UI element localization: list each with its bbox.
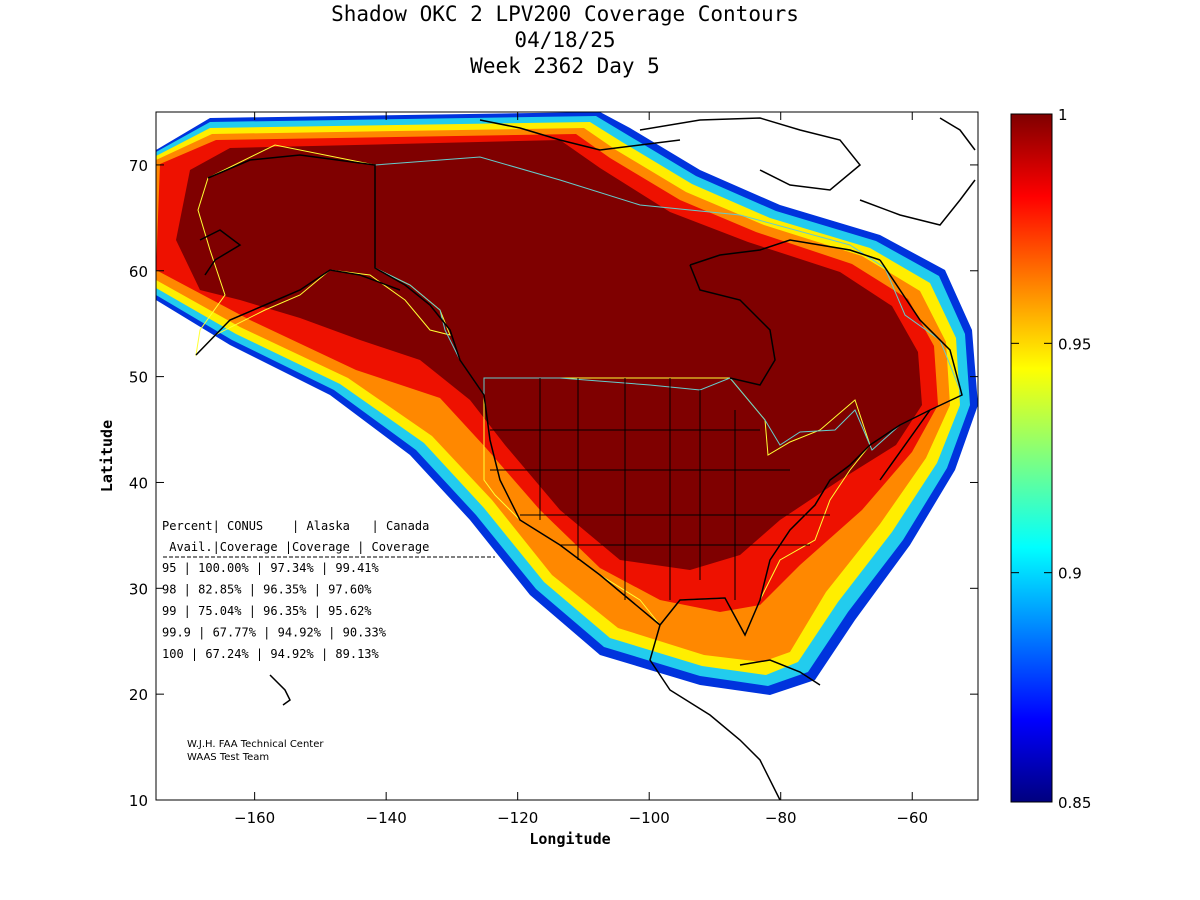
colorbar-tick-label: 0.9 [1058,565,1082,583]
x-tick-label: −160 [234,809,275,827]
table-header-row1: Percent| CONUS | Alaska | Canada [162,519,429,533]
x-tick-label: −120 [497,809,538,827]
y-axis-label: Latitude [98,420,116,492]
table-row: 98 | 82.85% | 96.35% | 97.60% [162,583,372,597]
table-row: 99.9 | 67.77% | 94.92% | 90.33% [162,626,387,640]
colorbar-tick-label: 0.85 [1058,794,1091,812]
y-tick-label: 60 [129,263,148,281]
y-tick-label: 40 [129,474,148,492]
colorbar-ticks: 1 0.95 0.9 0.85 [1011,106,1091,812]
x-axis-ticks: −160 −140 −120 −100 −80 −60 [234,112,928,827]
map-plot [156,112,978,800]
colorbar-tick-label: 1 [1058,106,1068,124]
x-tick-label: −100 [629,809,670,827]
x-axis-label: Longitude [529,830,610,848]
chart-title: Shadow OKC 2 LPV200 Coverage Contours [331,2,799,26]
y-tick-label: 30 [129,580,148,598]
coastlines [195,117,976,800]
table-row: 95 | 100.00% | 97.34% | 99.41% [162,561,380,575]
table-row: 99 | 75.04% | 96.35% | 95.62% [162,604,372,618]
chart-date: 04/18/25 [514,28,615,52]
plot-frame [155,111,979,801]
colorbar [1010,113,1053,803]
canada-boundary [374,156,963,451]
credit-line-1: W.J.H. FAA Technical Center [187,739,324,750]
coverage-table: Percent| CONUS | Alaska | Canada Avail.|… [162,519,495,661]
x-tick-label: −60 [896,809,928,827]
x-tick-label: −80 [765,809,797,827]
y-tick-label: 70 [129,157,148,175]
table-header-row2: Avail.|Coverage |Coverage | Coverage [162,540,429,554]
credit-line-2: WAAS Test Team [187,752,269,763]
state-lines [490,378,830,600]
y-tick-label: 50 [129,369,148,387]
y-axis-ticks: 10 20 30 40 50 60 70 [129,157,978,810]
colorbar-tick-label: 0.95 [1058,335,1091,353]
table-row: 100 | 67.24% | 94.92% | 89.13% [162,647,380,661]
x-tick-label: −140 [366,809,407,827]
y-tick-label: 10 [129,792,148,810]
y-tick-label: 20 [129,686,148,704]
chart-week: Week 2362 Day 5 [470,54,660,78]
